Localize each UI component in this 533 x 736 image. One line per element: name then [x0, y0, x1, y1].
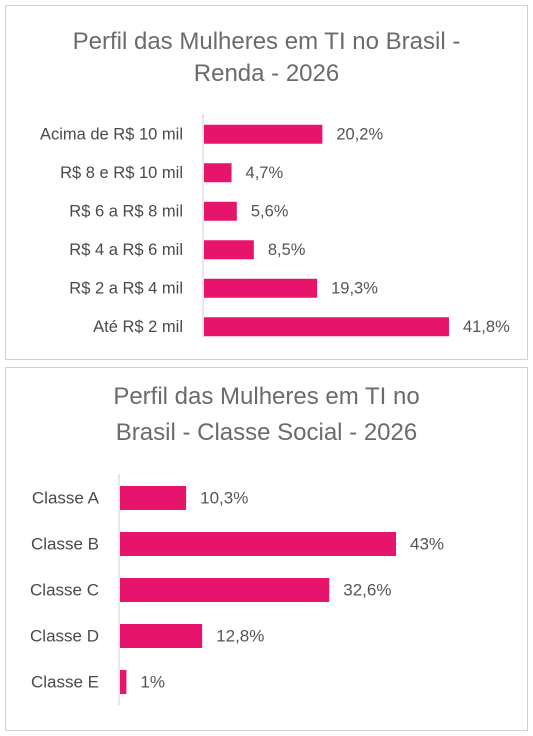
class-chart-title-line-1: Perfil das Mulheres em TI no — [113, 383, 419, 410]
income-value-label: 41,8% — [463, 318, 510, 336]
income-bar — [204, 201, 237, 221]
class-value-label: 10,3% — [200, 489, 248, 508]
class-bar — [120, 532, 396, 556]
class-value-label: 12,8% — [216, 627, 264, 646]
income-category-label: R$ 4 a R$ 6 mil — [69, 241, 183, 259]
income-value-label: 19,3% — [331, 279, 378, 297]
class-value-label: 32,6% — [343, 581, 391, 600]
class-category-label: Classe D — [30, 627, 99, 646]
class-value-label: 1% — [140, 673, 165, 692]
class-bar — [120, 486, 187, 510]
income-value-label: 5,6% — [251, 202, 289, 220]
income-chart-title-line-2: Renda - 2026 — [194, 60, 339, 87]
income-bar — [204, 163, 232, 183]
income-value-label: 20,2% — [336, 125, 383, 143]
income-category-label: R$ 8 e R$ 10 mil — [60, 164, 183, 182]
class-category-label: Classe A — [32, 489, 100, 508]
income-category-label: R$ 2 a R$ 4 mil — [69, 279, 183, 297]
social-class-bar-chart: Perfil das Mulheres em TI no Brasil - Cla… — [30, 383, 444, 705]
income-category-label: R$ 6 a R$ 8 mil — [69, 202, 183, 220]
class-category-label: Classe C — [30, 581, 99, 600]
income-chart-title-line-1: Perfil das Mulheres em TI no Brasil - — [73, 28, 461, 55]
income-category-label: Até R$ 2 mil — [93, 318, 183, 336]
income-bar — [204, 317, 449, 337]
income-chart-panel: Perfil das Mulheres em TI no Brasil - Ren… — [5, 5, 528, 360]
class-category-label: Classe E — [31, 673, 99, 692]
social-class-chart-panel: Perfil das Mulheres em TI no Brasil - Cla… — [5, 367, 528, 731]
class-bar — [120, 578, 330, 602]
income-bar — [204, 124, 323, 144]
income-category-label: Acima de R$ 10 mil — [40, 125, 183, 143]
class-category-label: Classe B — [31, 535, 99, 554]
class-value-label: 43% — [410, 535, 444, 554]
income-bar — [204, 240, 254, 260]
income-bar-chart: Perfil das Mulheres em TI no Brasil - Ren… — [40, 28, 510, 338]
income-value-label: 4,7% — [246, 164, 284, 182]
class-chart-title-line-2: Brasil - Classe Social - 2026 — [116, 419, 417, 446]
income-value-label: 8,5% — [268, 241, 306, 259]
income-bar — [204, 278, 318, 298]
class-bar — [120, 670, 127, 694]
class-bar — [120, 624, 203, 648]
